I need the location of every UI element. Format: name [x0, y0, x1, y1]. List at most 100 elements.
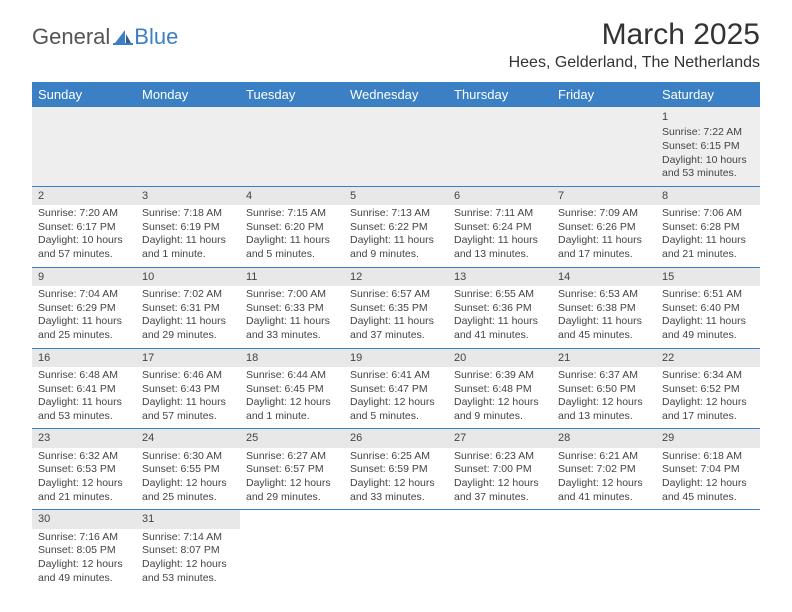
day-number: 7: [552, 187, 656, 205]
sunset-text: Sunset: 6:55 PM: [142, 463, 234, 477]
calendar-week-row: 2Sunrise: 7:20 AMSunset: 6:17 PMDaylight…: [32, 186, 760, 267]
daylight-text: Daylight: 11 hours and 17 minutes.: [558, 234, 650, 261]
calendar-cell: 9Sunrise: 7:04 AMSunset: 6:29 PMDaylight…: [32, 267, 136, 348]
sunrise-text: Sunrise: 7:06 AM: [662, 207, 754, 221]
sunset-text: Sunset: 7:02 PM: [558, 463, 650, 477]
sunrise-text: Sunrise: 7:02 AM: [142, 288, 234, 302]
day-number: 4: [240, 187, 344, 205]
sunrise-text: Sunrise: 6:48 AM: [38, 369, 130, 383]
calendar-cell: [448, 107, 552, 186]
calendar-cell: 20Sunrise: 6:39 AMSunset: 6:48 PMDayligh…: [448, 348, 552, 429]
daylight-text: Daylight: 12 hours and 13 minutes.: [558, 396, 650, 423]
sunrise-text: Sunrise: 6:27 AM: [246, 450, 338, 464]
sunset-text: Sunset: 6:24 PM: [454, 221, 546, 235]
day-number: 22: [656, 349, 760, 367]
calendar-cell: 1Sunrise: 7:22 AMSunset: 6:15 PMDaylight…: [656, 107, 760, 186]
day-header: Saturday: [656, 82, 760, 107]
sunset-text: Sunset: 6:43 PM: [142, 383, 234, 397]
sunset-text: Sunset: 6:57 PM: [246, 463, 338, 477]
day-number: 18: [240, 349, 344, 367]
calendar-body: 1Sunrise: 7:22 AMSunset: 6:15 PMDaylight…: [32, 107, 760, 590]
calendar-cell: 18Sunrise: 6:44 AMSunset: 6:45 PMDayligh…: [240, 348, 344, 429]
day-number: 27: [448, 429, 552, 447]
calendar-cell: 27Sunrise: 6:23 AMSunset: 7:00 PMDayligh…: [448, 429, 552, 510]
calendar-cell: 3Sunrise: 7:18 AMSunset: 6:19 PMDaylight…: [136, 186, 240, 267]
logo-text-1: General: [32, 24, 110, 50]
header: General Blue March 2025 Hees, Gelderland…: [32, 18, 760, 78]
calendar-cell: 15Sunrise: 6:51 AMSunset: 6:40 PMDayligh…: [656, 267, 760, 348]
calendar-cell: [240, 510, 344, 590]
day-number: 6: [448, 187, 552, 205]
day-number: 13: [448, 268, 552, 286]
sunrise-text: Sunrise: 6:37 AM: [558, 369, 650, 383]
daylight-text: Daylight: 11 hours and 45 minutes.: [558, 315, 650, 342]
calendar-cell: 13Sunrise: 6:55 AMSunset: 6:36 PMDayligh…: [448, 267, 552, 348]
sunset-text: Sunset: 6:52 PM: [662, 383, 754, 397]
day-number: 5: [344, 187, 448, 205]
sunset-text: Sunset: 6:28 PM: [662, 221, 754, 235]
sunrise-text: Sunrise: 7:16 AM: [38, 531, 130, 545]
day-number: 17: [136, 349, 240, 367]
page-title: March 2025: [509, 18, 760, 52]
calendar-cell: 17Sunrise: 6:46 AMSunset: 6:43 PMDayligh…: [136, 348, 240, 429]
sunset-text: Sunset: 6:47 PM: [350, 383, 442, 397]
day-header: Thursday: [448, 82, 552, 107]
calendar-cell: 4Sunrise: 7:15 AMSunset: 6:20 PMDaylight…: [240, 186, 344, 267]
daylight-text: Daylight: 11 hours and 1 minute.: [142, 234, 234, 261]
sunrise-text: Sunrise: 6:44 AM: [246, 369, 338, 383]
logo-sail-icon: [113, 28, 133, 46]
day-header: Wednesday: [344, 82, 448, 107]
daylight-text: Daylight: 11 hours and 29 minutes.: [142, 315, 234, 342]
calendar-cell: 11Sunrise: 7:00 AMSunset: 6:33 PMDayligh…: [240, 267, 344, 348]
sunset-text: Sunset: 6:48 PM: [454, 383, 546, 397]
calendar-cell: 29Sunrise: 6:18 AMSunset: 7:04 PMDayligh…: [656, 429, 760, 510]
sunrise-text: Sunrise: 6:23 AM: [454, 450, 546, 464]
sunset-text: Sunset: 6:29 PM: [38, 302, 130, 316]
sunset-text: Sunset: 6:19 PM: [142, 221, 234, 235]
daylight-text: Daylight: 11 hours and 9 minutes.: [350, 234, 442, 261]
daylight-text: Daylight: 12 hours and 5 minutes.: [350, 396, 442, 423]
daylight-text: Daylight: 11 hours and 37 minutes.: [350, 315, 442, 342]
calendar-cell: [136, 107, 240, 186]
daylight-text: Daylight: 12 hours and 37 minutes.: [454, 477, 546, 504]
day-number: 23: [32, 429, 136, 447]
calendar-cell: [656, 510, 760, 590]
sunrise-text: Sunrise: 7:13 AM: [350, 207, 442, 221]
day-number: 12: [344, 268, 448, 286]
day-number: 21: [552, 349, 656, 367]
daylight-text: Daylight: 11 hours and 25 minutes.: [38, 315, 130, 342]
day-number: 29: [656, 429, 760, 447]
calendar-week-row: 30Sunrise: 7:16 AMSunset: 8:05 PMDayligh…: [32, 510, 760, 590]
daylight-text: Daylight: 12 hours and 25 minutes.: [142, 477, 234, 504]
calendar-week-row: 9Sunrise: 7:04 AMSunset: 6:29 PMDaylight…: [32, 267, 760, 348]
calendar-cell: [344, 107, 448, 186]
day-number: 15: [656, 268, 760, 286]
sunrise-text: Sunrise: 6:57 AM: [350, 288, 442, 302]
sunset-text: Sunset: 6:33 PM: [246, 302, 338, 316]
sunrise-text: Sunrise: 6:41 AM: [350, 369, 442, 383]
daylight-text: Daylight: 12 hours and 45 minutes.: [662, 477, 754, 504]
calendar-table: Sunday Monday Tuesday Wednesday Thursday…: [32, 82, 760, 590]
calendar-cell: 31Sunrise: 7:14 AMSunset: 8:07 PMDayligh…: [136, 510, 240, 590]
daylight-text: Daylight: 10 hours and 53 minutes.: [662, 154, 754, 181]
daylight-text: Daylight: 11 hours and 53 minutes.: [38, 396, 130, 423]
sunset-text: Sunset: 6:53 PM: [38, 463, 130, 477]
calendar-cell: 25Sunrise: 6:27 AMSunset: 6:57 PMDayligh…: [240, 429, 344, 510]
sunrise-text: Sunrise: 6:39 AM: [454, 369, 546, 383]
day-number: 11: [240, 268, 344, 286]
day-number: 9: [32, 268, 136, 286]
sunrise-text: Sunrise: 6:21 AM: [558, 450, 650, 464]
sunset-text: Sunset: 6:22 PM: [350, 221, 442, 235]
day-number: 10: [136, 268, 240, 286]
daylight-text: Daylight: 12 hours and 29 minutes.: [246, 477, 338, 504]
logo-text-2: Blue: [134, 24, 178, 50]
calendar-cell: 7Sunrise: 7:09 AMSunset: 6:26 PMDaylight…: [552, 186, 656, 267]
sunrise-text: Sunrise: 7:09 AM: [558, 207, 650, 221]
sunrise-text: Sunrise: 6:18 AM: [662, 450, 754, 464]
daylight-text: Daylight: 11 hours and 13 minutes.: [454, 234, 546, 261]
daylight-text: Daylight: 12 hours and 53 minutes.: [142, 558, 234, 585]
calendar-cell: [552, 107, 656, 186]
sunrise-text: Sunrise: 6:55 AM: [454, 288, 546, 302]
daylight-text: Daylight: 12 hours and 17 minutes.: [662, 396, 754, 423]
day-number: 30: [32, 510, 136, 528]
